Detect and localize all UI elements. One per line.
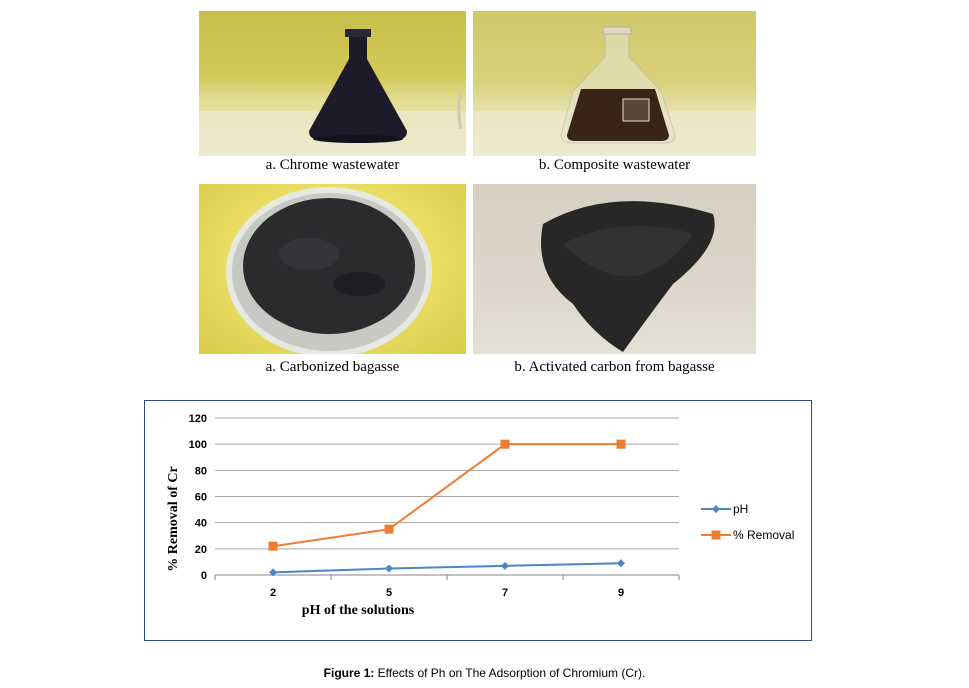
caption-composite-wastewater: b. Composite wastewater xyxy=(538,157,691,173)
figure-label: Figure 1: xyxy=(323,666,375,680)
chart-container: 0 20 40 60 80 100 120 2 5 7 9 % Removal of Cr pH o… xyxy=(144,400,812,641)
photo-composite-wastewater xyxy=(473,11,756,156)
y-tick-label: 80 xyxy=(195,465,207,477)
legend-label: % Removal xyxy=(733,528,794,542)
figure-caption-text: Effects of Ph on The Adsorption of Chrom… xyxy=(374,666,646,680)
legend-label: pH xyxy=(733,502,748,516)
y-axis-title: % Removal of Cr xyxy=(166,466,181,571)
x-tick-label: 9 xyxy=(618,587,624,599)
y-tick-label: 100 xyxy=(189,439,207,451)
y-tick-label: 0 xyxy=(201,570,207,582)
caption-activated-carbon: b. Activated carbon from bagasse xyxy=(514,359,715,375)
series-line-ph xyxy=(272,562,622,574)
y-tick-label: 20 xyxy=(195,544,207,556)
x-axis-title: pH of the solutions xyxy=(302,603,415,618)
series-line-removal xyxy=(272,443,621,548)
legend-marker-removal xyxy=(711,530,721,540)
data-point-ph xyxy=(269,568,277,577)
y-tick-label: 40 xyxy=(195,518,207,530)
data-point-removal xyxy=(268,541,278,551)
y-tick-label: 120 xyxy=(189,413,207,425)
caption-chrome-wastewater: a. Chrome wastewater xyxy=(265,157,400,173)
x-tick-label: 2 xyxy=(270,587,276,599)
data-point-removal xyxy=(384,524,394,534)
photo-chrome-wastewater xyxy=(199,11,466,156)
chart: 0 20 40 60 80 100 120 2 5 7 9 % Removal of Cr pH o… xyxy=(166,413,794,618)
figure-caption: Figure 1: Effects of Ph on The Adsorptio… xyxy=(0,666,969,680)
photo-activated-carbon xyxy=(473,184,756,354)
data-point-ph xyxy=(617,559,625,568)
data-point-ph xyxy=(385,564,393,573)
x-tick-label: 5 xyxy=(386,587,392,599)
photo-carbonized-bagasse xyxy=(199,184,466,354)
caption-carbonized-bagasse: a. Carbonized bagasse xyxy=(265,359,400,375)
data-point-removal xyxy=(616,439,626,449)
y-tick-label: 60 xyxy=(195,492,207,504)
legend-marker-ph xyxy=(712,505,720,513)
x-tick-label: 7 xyxy=(502,587,508,599)
data-point-removal xyxy=(500,439,510,449)
data-point-ph xyxy=(501,561,509,570)
